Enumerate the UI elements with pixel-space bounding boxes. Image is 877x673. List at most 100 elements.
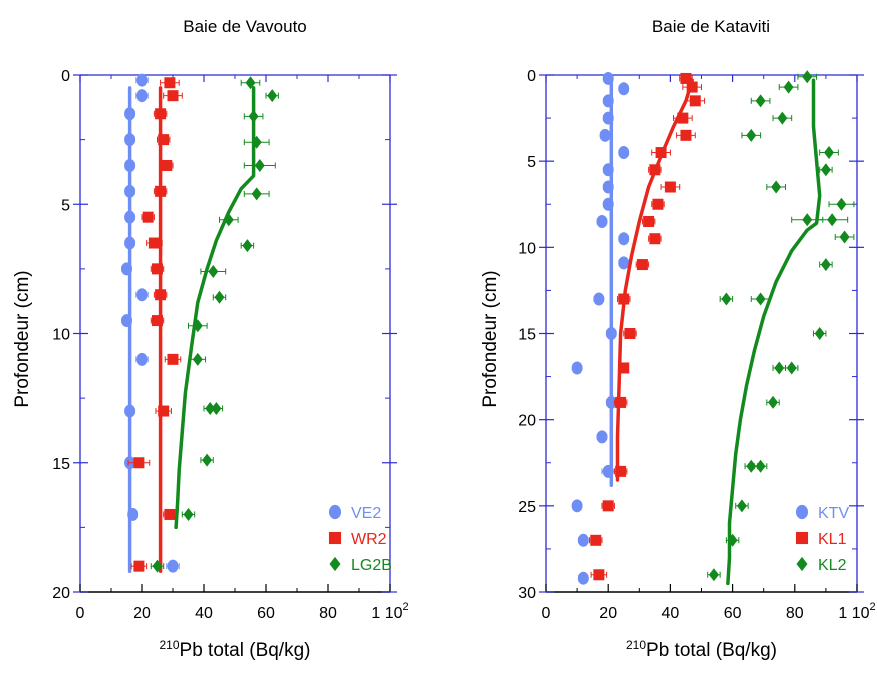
data-point <box>839 230 850 244</box>
legend-label: KL1 <box>818 531 847 548</box>
x-tick-label: 60 <box>724 605 742 622</box>
data-point <box>605 327 617 340</box>
y-axis-label: Profondeur (cm) <box>12 270 33 407</box>
y-tick-label: 10 <box>52 327 70 344</box>
data-point <box>643 215 655 227</box>
legend-label: KL2 <box>818 557 847 574</box>
x-tick-label: 0 <box>542 605 551 622</box>
series-KL1 <box>589 72 706 581</box>
data-point <box>602 71 614 85</box>
data-point <box>677 112 689 124</box>
y-tick-label: 5 <box>61 197 70 214</box>
data-point <box>577 533 589 547</box>
y-tick-label: 0 <box>527 68 536 85</box>
data-point <box>618 232 630 246</box>
data-point <box>755 292 766 306</box>
legend-label: WR2 <box>351 531 387 548</box>
data-point <box>664 181 676 193</box>
data-point <box>624 328 636 339</box>
x-axis-label: 210Pb total (Bq/kg) <box>626 638 777 661</box>
data-point <box>824 146 835 160</box>
data-point <box>167 353 179 365</box>
x-tick-label: 80 <box>319 605 337 622</box>
y-tick-label: 20 <box>518 413 536 430</box>
data-point <box>183 507 194 521</box>
data-point <box>124 107 136 121</box>
data-point <box>571 499 583 513</box>
data-point <box>602 197 614 211</box>
data-point <box>155 185 167 197</box>
data-point <box>248 109 259 123</box>
data-point <box>127 507 139 521</box>
data-point <box>133 560 145 572</box>
data-point <box>136 288 148 302</box>
chart-panel-1: Baie de Vavouto 0 20 40 60 80 1 102 0 5 10 15 20 Pro… <box>12 17 409 661</box>
data-point <box>615 465 627 477</box>
data-point <box>124 158 136 172</box>
fit-line-KL2 <box>726 78 822 586</box>
y-tick-label: 5 <box>527 154 536 171</box>
data-point <box>615 396 627 408</box>
legend-label: KTV <box>818 505 849 522</box>
data-point <box>124 404 136 418</box>
series-VE2 <box>121 73 180 574</box>
legend-marker <box>328 504 342 520</box>
data-point <box>152 263 163 275</box>
series-LG2B <box>150 76 279 573</box>
data-point <box>802 70 813 84</box>
data-point <box>746 459 757 473</box>
data-point <box>167 559 179 573</box>
data-point <box>618 362 630 374</box>
data-point <box>245 76 256 90</box>
data-point <box>267 89 278 103</box>
data-point <box>124 184 136 198</box>
data-point <box>602 94 614 108</box>
data-point <box>124 236 136 250</box>
data-point <box>158 405 170 417</box>
legend-label: LG2B <box>351 557 392 574</box>
data-point <box>649 233 661 245</box>
data-point <box>814 327 825 340</box>
x-tick-label: 80 <box>786 605 804 622</box>
x-tick-label: 1 102 <box>838 601 875 622</box>
data-point <box>211 401 222 415</box>
y-tick-label: 10 <box>518 240 536 257</box>
data-point <box>121 262 132 276</box>
data-point <box>708 568 719 582</box>
data-point <box>164 77 176 89</box>
data-point <box>593 292 605 306</box>
legend-marker <box>795 504 809 520</box>
data-point <box>802 213 813 227</box>
data-point <box>827 213 838 227</box>
chart-panel-2: Baie de Kataviti 0 20 40 60 80 1 102 0 5 10 15 20 25… <box>480 17 876 661</box>
data-point <box>124 133 136 147</box>
data-point <box>242 239 253 253</box>
x-tick-label: 20 <box>133 605 151 622</box>
data-point <box>148 237 160 249</box>
x-axis-label: 210Pb total (Bq/kg) <box>160 638 311 661</box>
data-point <box>590 534 602 546</box>
data-point <box>689 95 701 107</box>
data-point <box>755 94 766 108</box>
data-point <box>223 213 234 227</box>
data-point <box>121 314 132 328</box>
data-point <box>755 459 766 473</box>
data-point <box>136 89 148 103</box>
data-point <box>680 72 692 84</box>
data-point <box>605 395 617 409</box>
y-tick-label: 15 <box>518 327 536 344</box>
x-tick-label: 1 102 <box>371 601 408 622</box>
data-point <box>771 180 782 194</box>
data-point <box>686 81 698 93</box>
data-point <box>214 290 225 304</box>
chart-title: Baie de Kataviti <box>652 17 770 36</box>
y-tick-label: 30 <box>518 585 536 602</box>
x-tick-label: 20 <box>599 605 617 622</box>
data-point <box>161 159 173 171</box>
series-KL2 <box>707 70 855 586</box>
data-point <box>721 292 732 306</box>
data-point <box>836 197 847 211</box>
data-point <box>192 352 203 366</box>
legend-marker <box>328 531 342 545</box>
